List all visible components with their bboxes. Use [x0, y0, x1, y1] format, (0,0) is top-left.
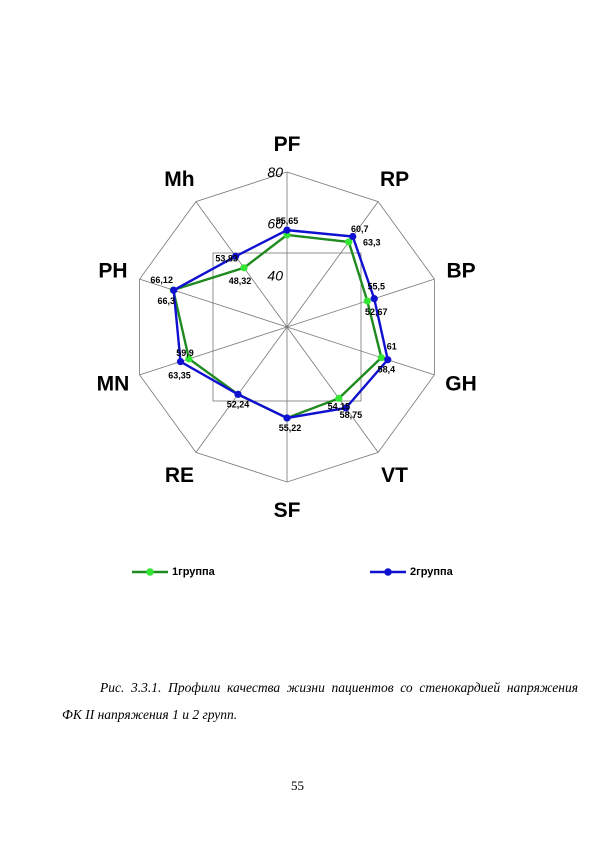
- value-label-series-1-mh: 48,32: [229, 276, 252, 286]
- legend-item-series-2: 2группа: [370, 566, 453, 578]
- legend-item-series-1: 1группа: [132, 566, 215, 578]
- axis-label-rp: RP: [380, 168, 409, 191]
- value-label-series-2-mh: 53,83: [215, 253, 238, 263]
- series-2-point-ph: [170, 286, 178, 294]
- spoke-ph: [139, 278, 288, 328]
- tick-label-80: 80: [267, 164, 283, 180]
- series-2-point-vt: [342, 404, 350, 412]
- value-label-series-2-ph: 66,12: [150, 275, 173, 285]
- value-label-series-2-vt: 58,75: [340, 410, 363, 420]
- value-label-series-1-mn: 59,9: [176, 348, 194, 358]
- legend-label-series-2: 2группа: [410, 566, 453, 578]
- value-label-series-1-bp: 52,67: [365, 307, 388, 317]
- series-2-point-rp: [349, 232, 357, 241]
- value-label-series-2-bp: 55,5: [367, 282, 385, 292]
- series-line-1: [171, 233, 383, 420]
- spoke-bp: [286, 278, 435, 328]
- spoke-vt: [286, 326, 379, 453]
- value-label-series-1-ph: 66,3: [157, 296, 175, 306]
- value-label-series-2-mn: 63,35: [168, 371, 191, 381]
- series-1-point-rp: [345, 238, 353, 246]
- series-2-point-gh: [384, 356, 392, 364]
- value-labels: 55,65 60,7 52,67 58,4 54,15 55,22 52,24 59,9 66,…: [150, 216, 396, 433]
- axis-label-vt: VT: [381, 464, 408, 487]
- page-number: 55: [291, 778, 304, 793]
- spoke-gh: [286, 326, 435, 376]
- radial-tick-labels: 40 60 80: [267, 164, 283, 283]
- spoke-mn: [139, 326, 288, 376]
- value-label-series-1-re: 52,24: [227, 399, 250, 409]
- series-1-point-gh: [377, 354, 385, 362]
- series-2-point-bp: [370, 295, 378, 303]
- series-2-point-re: [234, 390, 242, 398]
- legend-marker-series-2: [370, 568, 406, 576]
- spoke-rp: [286, 201, 379, 328]
- value-label-series-1-pf: 55,65: [276, 216, 299, 226]
- axis-label-re: RE: [165, 464, 194, 487]
- caption-line-2: ФК II напряжения 1 и 2 групп.: [62, 707, 238, 722]
- series-2-point-sf: [283, 414, 291, 422]
- axis-label-pf: PF: [274, 133, 301, 156]
- axis-label-bp: BP: [446, 259, 475, 282]
- axis-label-mn: MN: [97, 373, 130, 396]
- value-label-series-1-gh: 58,4: [378, 365, 396, 375]
- series-2-point-pf: [283, 226, 291, 234]
- value-label-series-2-rp: 63,3: [363, 238, 381, 248]
- figure-caption: Рис. 3.3.1. Профили качества жизни пацие…: [62, 674, 578, 728]
- series-1-point-mh: [240, 264, 248, 272]
- axis-label-gh: GH: [445, 373, 477, 396]
- value-label-series-2-gh: 61: [387, 342, 397, 352]
- series-1-point-bp: [363, 297, 371, 305]
- value-label-series-1-vt: 54,15: [328, 401, 351, 411]
- spoke-mh: [195, 201, 288, 328]
- axis-label-ph: PH: [98, 259, 127, 282]
- series-group: [169, 226, 392, 422]
- tick-label-60: 60: [267, 216, 283, 232]
- caption-line-1: Рис. 3.3.1. Профили качества жизни пацие…: [100, 680, 578, 695]
- tick-label-40: 40: [267, 267, 283, 283]
- value-label-series-1-sf: 55,22: [279, 423, 302, 433]
- axis-label-mh: Mh: [164, 168, 194, 191]
- radar-spokes: [139, 172, 435, 482]
- series-1-point-mn: [185, 355, 193, 363]
- axis-labels: PF RP BP GH VT SF RE MN PH Mh: [97, 133, 477, 522]
- axis-label-sf: SF: [274, 499, 301, 522]
- series-1-point-vt: [335, 394, 343, 402]
- series-2-point-mn: [176, 358, 185, 366]
- spoke-re: [195, 326, 288, 453]
- value-label-series-1-rp: 60,7: [351, 224, 369, 234]
- legend-label-series-1: 1группа: [172, 566, 215, 578]
- legend-marker-series-1: [132, 568, 168, 576]
- series-line-2: [172, 228, 390, 420]
- series-2-point-mh: [232, 252, 240, 260]
